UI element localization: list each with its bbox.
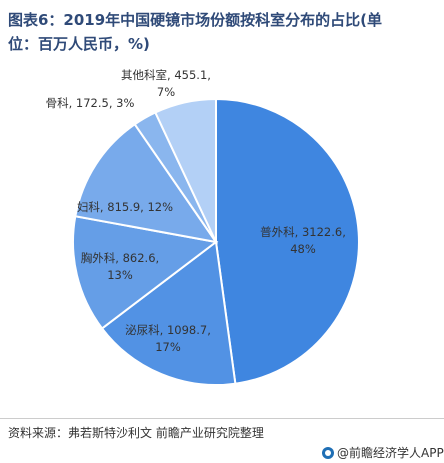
footer-divider: [0, 418, 444, 419]
chart-title: 图表6：2019年中国硬镜市场份额按科室分布的占比(单 位：百万人民币，%): [8, 11, 383, 53]
pie-slice: [100, 240, 237, 386]
slice-label: 妇科, 815.9, 12%: [77, 200, 173, 214]
brand-logo-icon: [322, 446, 334, 459]
pie-slice: [215, 97, 360, 385]
slice-label: 其他科室, 455.1, 7%: [121, 68, 211, 99]
slice-label: 骨科, 172.5, 3%: [46, 96, 135, 110]
brand-text: @前瞻经济学人APP: [337, 446, 444, 460]
slice-label: 泌尿科, 1098.7, 17%: [125, 323, 211, 354]
brand-credit: @前瞻经济学人APP: [322, 444, 444, 461]
pie-slice: [72, 215, 219, 330]
pie-slice: [154, 97, 217, 243]
pie-slice: [74, 122, 219, 244]
source-note: 资料来源：弗若斯特沙利文 前瞻产业研究院整理: [8, 426, 264, 440]
slice-label: 胸外科, 862.6, 13%: [81, 251, 159, 282]
slice-label: 普外科, 3122.6, 48%: [260, 225, 346, 256]
